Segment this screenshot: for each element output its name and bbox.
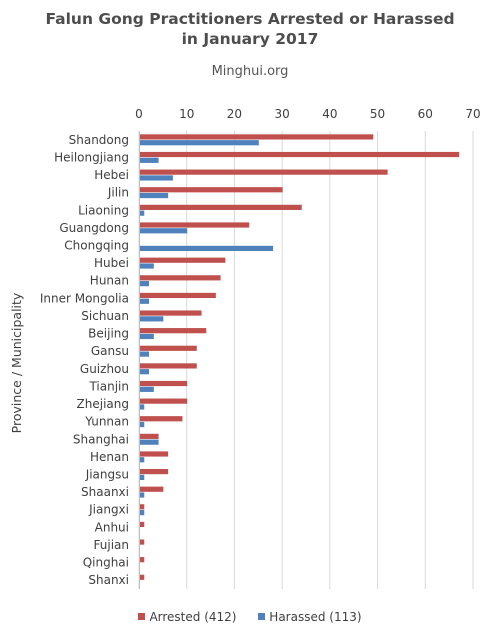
bar-harassed-tianjin [139,386,154,392]
bar-harassed-hunan [139,281,150,287]
bar-arrested-guizhou [139,363,197,369]
y-tick-label: Anhui [95,520,129,534]
bar-arrested-qinghai [139,557,145,563]
bar-harassed-hubei [139,263,154,269]
y-tick-label: Hubei [94,256,129,270]
bar-arrested-fujian [139,539,145,545]
y-tick-label: Guizhou [80,362,129,376]
bar-arrested-jiangxi [139,504,145,510]
y-tick-label: Yunnan [84,415,129,429]
bar-harassed-guangdong [139,228,188,234]
y-tick-label: Jiangsu [85,468,129,482]
chart-subtitle: Minghui.org [211,64,289,79]
bar-harassed-beijing [139,333,154,340]
bar-harassed-gansu [139,351,150,357]
bar-arrested-shanghai [139,433,159,439]
bar-arrested-jiangsu [139,469,169,475]
bar-arrested-zhejiang [139,398,188,404]
y-axis-title: Province / Municipality [9,292,24,433]
y-tick-label: Shaanxi [81,485,129,499]
bar-arrested-gansu [139,345,197,351]
legend-label-harassed: Harassed (113) [269,610,362,624]
x-tick-label: 40 [322,107,337,121]
y-tick-label: Tianjin [88,379,129,393]
y-tick-label: Inner Mongolia [40,291,129,305]
chart-legend: Arrested (412) Harassed (113) [0,610,500,624]
bar-harassed-yunnan [139,421,145,428]
x-tick-label: 10 [179,107,194,121]
bar-harassed-jiangsu [139,474,145,480]
bar-arrested-tianjin [139,380,188,387]
bar-harassed-inner-mongolia [139,298,150,304]
y-tick-label: Shanxi [88,573,129,587]
y-tick-label: Heilongjiang [54,150,129,164]
legend-swatch-harassed [258,613,266,620]
x-tick-label: 30 [275,107,290,121]
bar-arrested-shandong [139,134,374,140]
y-tick-label: Sichuan [81,309,129,323]
bar-arrested-liaoning [139,204,302,210]
bar-arrested-beijing [139,328,207,334]
y-tick-label: Jilin [107,186,129,200]
bar-harassed-jiangxi [139,510,145,516]
bar-arrested-inner-mongolia [139,292,216,299]
bar-arrested-anhui [139,521,145,528]
y-tick-label: Beijing [88,327,129,341]
bar-arrested-yunnan [139,416,183,422]
bar-harassed-heilongjiang [139,157,159,163]
bar-harassed-guizhou [139,369,150,375]
chart-title-line-2: in January 2017 [181,30,319,48]
bar-arrested-hunan [139,275,221,281]
x-tick-label: 50 [370,107,385,121]
bar-arrested-sichuan [139,310,202,316]
y-tick-label: Zhejiang [77,397,129,411]
x-tick-label: 60 [418,107,433,121]
legend-item-harassed: Harassed (113) [258,610,362,624]
legend-label-arrested: Arrested (412) [149,610,237,624]
bar-arrested-guangdong [139,222,250,228]
bar-arrested-jilin [139,187,283,193]
bar-harassed-jilin [139,192,169,199]
legend-swatch-arrested [138,613,146,620]
y-tick-label: Gansu [91,344,129,358]
y-tick-label: Guangdong [59,221,129,235]
y-tick-label: Chongqing [64,239,129,253]
bar-arrested-shanxi [139,574,145,580]
y-tick-label: Liaoning [78,203,129,217]
y-tick-label: Hunan [90,274,129,288]
x-tick-label: 0 [135,107,143,121]
bar-arrested-hebei [139,169,388,175]
bar-harassed-zhejiang [139,404,145,410]
bar-arrested-henan [139,451,169,457]
y-tick-label: Qinghai [83,556,129,570]
chart-title-line-1: Falun Gong Practitioners Arrested or Har… [45,10,455,28]
y-tick-label: Hebei [94,168,129,182]
bar-chart: 0 10 20 30 40 50 60 70 Shandong Heilongjiang Hebei… [9,107,481,589]
y-tick-label: Henan [90,450,129,464]
bar-arrested-heilongjiang [139,151,460,158]
bar-harassed-sichuan [139,316,164,322]
y-tick-label: Jiangxi [88,503,129,517]
bar-harassed-hebei [139,175,173,181]
bar-harassed-shaanxi [139,492,145,498]
bar-harassed-liaoning [139,210,145,216]
y-tick-label: Shandong [69,133,129,147]
x-tick-label: 20 [227,107,242,121]
bar-harassed-shanghai [139,439,159,445]
x-tick-label: 70 [465,107,480,121]
bar-arrested-hubei [139,257,226,263]
bar-arrested-shaanxi [139,486,164,492]
y-tick-label: Fujian [94,538,129,552]
y-tick-label: Shanghai [73,432,129,446]
legend-item-arrested: Arrested (412) [138,610,236,624]
bar-harassed-shandong [139,140,259,146]
bar-harassed-henan [139,457,145,463]
bar-harassed-chongqing [139,245,274,251]
